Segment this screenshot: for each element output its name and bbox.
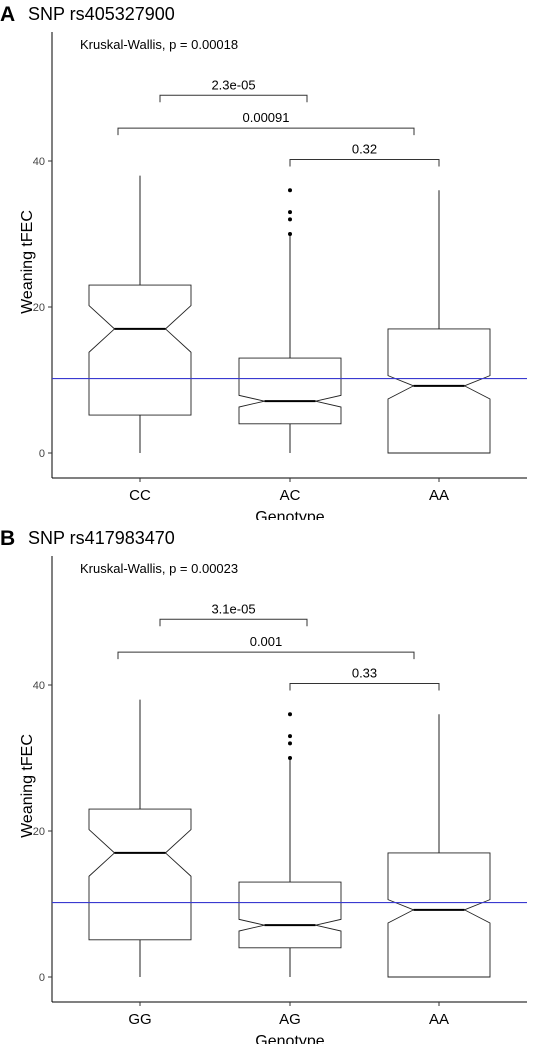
y-axis-label: Weaning tFEC — [19, 210, 36, 314]
boxplot-chart-b: B SNP rs417983470 Kruskal-Wallis, p = 0.… — [0, 527, 527, 1050]
outlier-point — [288, 217, 292, 222]
y-tick-label: 0 — [39, 448, 45, 460]
kruskal-wallis-annotation: Kruskal-Wallis, p = 0.00018 — [80, 37, 238, 52]
boxplot-chart-a: A SNP rs405327900 Kruskal-Wallis, p = 0.… — [0, 3, 527, 526]
notched-box — [387, 328, 491, 454]
outlier-point — [288, 734, 292, 739]
x-tick-label: AA — [429, 487, 449, 504]
y-tick-label: 20 — [33, 302, 45, 314]
chart-title: SNP rs405327900 — [28, 4, 175, 24]
comparison-pvalue: 0.001 — [250, 634, 283, 649]
chart-title: SNP rs417983470 — [28, 528, 175, 548]
x-axis-label: Genotype — [255, 1033, 324, 1044]
outlier-point — [288, 210, 292, 215]
comparison-pvalue: 2.3e-05 — [211, 77, 255, 92]
x-tick-label: AA — [429, 1011, 449, 1028]
comparison-bracket — [159, 618, 308, 627]
y-tick-label: 0 — [39, 972, 45, 984]
comparison-pvalue: 3.1e-05 — [211, 601, 255, 616]
notched-box — [238, 881, 342, 949]
x-tick-label: CC — [129, 487, 151, 504]
y-axis-label: Weaning tFEC — [19, 734, 36, 838]
x-axis-label: Genotype — [255, 509, 324, 520]
comparison-bracket — [117, 651, 415, 660]
comparison-bracket — [117, 127, 415, 136]
notched-box — [88, 284, 192, 416]
comparison-bracket — [289, 159, 440, 167]
comparison-pvalue: 0.32 — [352, 142, 377, 157]
comparison-bracket — [159, 94, 308, 103]
notched-box — [88, 808, 192, 941]
outlier-point — [288, 712, 292, 717]
y-tick-label: 40 — [33, 680, 45, 692]
outlier-point — [288, 188, 292, 193]
boxplot-panel-b: B SNP rs417983470 Kruskal-Wallis, p = 0.… — [0, 524, 533, 1050]
y-tick-label: 40 — [33, 156, 45, 168]
boxplot-panel-a: A SNP rs405327900 Kruskal-Wallis, p = 0.… — [0, 0, 533, 526]
outlier-point — [288, 756, 292, 760]
y-tick-label: 20 — [33, 826, 45, 838]
comparison-pvalue: 0.00091 — [243, 110, 290, 125]
panel-label: A — [0, 3, 15, 26]
comparison-pvalue: 0.33 — [352, 666, 377, 681]
outlier-point — [288, 232, 292, 236]
notched-box — [387, 852, 491, 978]
x-tick-label: AC — [280, 487, 301, 504]
outlier-point — [288, 741, 292, 746]
kruskal-wallis-annotation: Kruskal-Wallis, p = 0.00023 — [80, 561, 238, 576]
x-tick-label: GG — [128, 1011, 151, 1028]
panel-label: B — [0, 527, 15, 550]
comparison-bracket — [289, 683, 440, 691]
x-tick-label: AG — [279, 1011, 301, 1028]
notched-box — [238, 357, 342, 425]
